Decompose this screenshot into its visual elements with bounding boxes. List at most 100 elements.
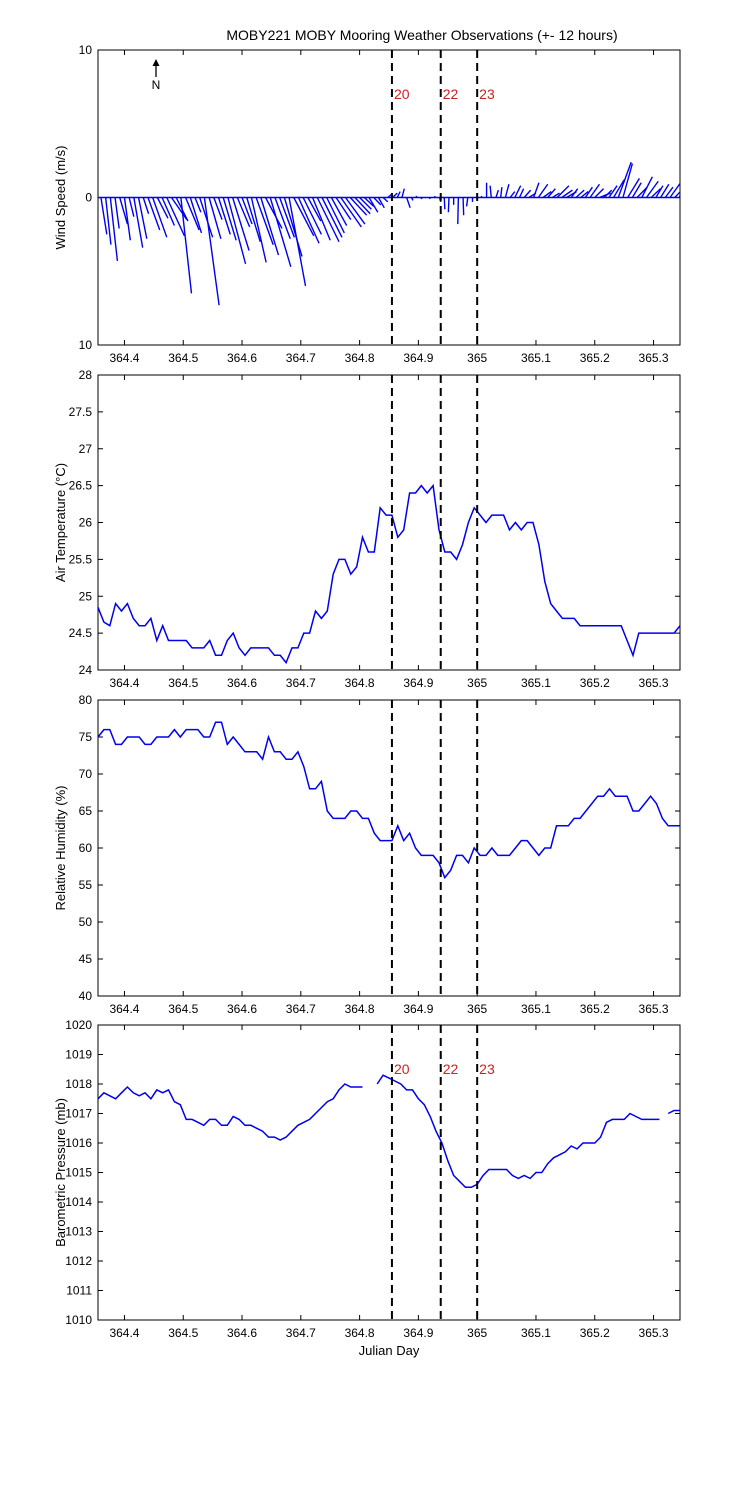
wind-stick: [147, 197, 161, 231]
wind-stick: [246, 197, 261, 242]
wind-stick: [504, 184, 510, 198]
wind-stick: [109, 197, 119, 262]
wind-stick: [382, 196, 389, 203]
wind-stick: [532, 182, 540, 198]
wind-stick: [119, 197, 129, 225]
x-tick-label: 365: [467, 676, 487, 690]
wind-stick: [311, 197, 331, 241]
wind-stick: [316, 197, 340, 243]
wind-stick: [137, 197, 148, 239]
x-tick-label: 364.7: [286, 1326, 316, 1340]
x-tick-label: 365.3: [639, 351, 669, 365]
plot-frame: [97, 699, 681, 997]
y-tick-label: 50: [79, 915, 93, 929]
wind-stick: [269, 197, 292, 268]
wind-stick: [584, 186, 593, 198]
panel-4: 1010 1011 1012 1013 1014 1015 1016 1017 1018 1019…: [53, 1018, 681, 1358]
x-tick-label: 364.9: [403, 351, 433, 365]
y-tick-label: 45: [79, 952, 93, 966]
y-tick-label: 1019: [65, 1048, 92, 1062]
wind-stick: [420, 197, 423, 200]
y-axis-label: Relative Humidity (%): [53, 786, 68, 911]
wind-stick: [194, 197, 202, 213]
x-tick-label: 365: [467, 1002, 487, 1016]
wind-stick: [359, 197, 372, 210]
wind-stick: [401, 188, 405, 198]
wind-stick: [189, 197, 203, 234]
x-tick-label: 365.1: [521, 351, 551, 365]
wind-stick: [180, 197, 193, 294]
y-tick-label: 1012: [65, 1254, 92, 1268]
event-line-label: 23: [479, 1061, 495, 1077]
y-tick-label: 70: [79, 767, 93, 781]
y-tick-label: 26.5: [69, 479, 93, 493]
wind-stick: [152, 197, 168, 238]
wind-stick: [100, 197, 108, 235]
data-group: [98, 1074, 680, 1189]
x-tick-label: 364.5: [168, 676, 198, 690]
wind-stick: [612, 179, 625, 198]
wind-stick: [570, 188, 579, 198]
wind-stick: [293, 197, 315, 237]
data-group: [98, 161, 680, 306]
wind-stick: [330, 197, 348, 226]
panels-group: 10 0 10 364.4 364.5 364.6 364.7 364.8 364.9 365 36…: [53, 43, 681, 1358]
y-tick-label: 1018: [65, 1077, 92, 1091]
wind-stick: [552, 192, 560, 199]
x-tick-label: 365.1: [521, 1002, 551, 1016]
y-tick-label: 24.5: [69, 626, 93, 640]
wind-stick: [405, 197, 411, 209]
x-tick-label: 365.2: [580, 676, 610, 690]
wind-stick: [170, 197, 188, 221]
wind-stick: [104, 197, 112, 245]
y-tick-label: 65: [79, 804, 93, 818]
wind-stick: [603, 189, 613, 199]
data-group: [98, 721, 680, 880]
wind-stick: [260, 197, 280, 256]
wind-stick: [631, 182, 642, 198]
wind-stick: [589, 183, 601, 198]
wind-stick: [489, 185, 492, 198]
north-arrow-head: [152, 59, 160, 66]
y-tick-label: 27.5: [69, 405, 93, 419]
x-tick-label: 364.6: [227, 351, 257, 365]
y-tick-label: 1011: [66, 1284, 92, 1298]
wind-stick: [203, 197, 220, 306]
wind-stick: [660, 183, 670, 198]
wind-stick: [387, 194, 392, 199]
event-line-label: 22: [443, 86, 459, 102]
wind-stick: [509, 191, 516, 198]
wind-stick: [457, 197, 460, 225]
panel-3: 40 45 50 55 60 65 70 75 80 364.4 364.5 364.6 364.7 36…: [53, 693, 681, 1016]
wind-stick: [594, 188, 605, 198]
x-tick-label: 365.1: [521, 1326, 551, 1340]
x-tick-label: 364.7: [286, 351, 316, 365]
wind-stick: [363, 196, 375, 207]
wind-stick: [622, 163, 634, 198]
x-tick-label: 364.5: [168, 1326, 198, 1340]
wind-stick: [500, 187, 503, 198]
wind-stick: [561, 189, 573, 199]
wind-stick: [627, 177, 641, 198]
wind-stick: [641, 176, 653, 198]
event-line-label: 20: [394, 1061, 410, 1077]
wind-stick: [537, 183, 549, 198]
wind-stick: [443, 197, 446, 210]
x-tick-label: 364.4: [109, 351, 139, 365]
x-axis-label: Julian Day: [359, 1343, 420, 1358]
wind-stick: [114, 197, 120, 229]
wind-stick: [674, 190, 680, 198]
plot-frame: [97, 1024, 681, 1321]
y-tick-label: 1014: [65, 1195, 92, 1209]
wind-stick: [575, 189, 585, 199]
wind-stick: [645, 180, 659, 198]
wind-stick: [278, 197, 296, 238]
y-tick-label: 27: [79, 442, 93, 456]
wind-stick: [373, 197, 382, 206]
data-series-line: [98, 483, 680, 665]
wind-stick: [133, 197, 144, 248]
x-tick-label: 365: [467, 1326, 487, 1340]
wind-stick: [608, 185, 618, 198]
event-line-label: 22: [443, 1061, 459, 1077]
